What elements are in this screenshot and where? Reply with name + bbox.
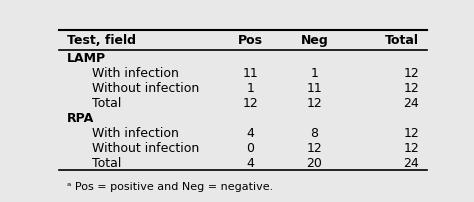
Text: Test, field: Test, field: [66, 34, 136, 47]
Text: 11: 11: [242, 67, 258, 80]
Text: With infection: With infection: [92, 67, 179, 80]
Text: Total: Total: [92, 97, 122, 109]
Text: With infection: With infection: [92, 126, 179, 139]
Text: 12: 12: [307, 141, 322, 154]
Text: 4: 4: [246, 126, 254, 139]
Text: 24: 24: [403, 97, 419, 109]
Text: 12: 12: [307, 97, 322, 109]
Text: 4: 4: [246, 156, 254, 169]
Text: 12: 12: [403, 82, 419, 95]
Text: 11: 11: [307, 82, 322, 95]
Text: Pos: Pos: [238, 34, 263, 47]
Text: RPA: RPA: [66, 112, 94, 124]
Text: 12: 12: [403, 67, 419, 80]
Text: 12: 12: [403, 141, 419, 154]
Text: Neg: Neg: [301, 34, 328, 47]
Text: 12: 12: [403, 126, 419, 139]
Text: 20: 20: [307, 156, 322, 169]
Text: 1: 1: [246, 82, 254, 95]
Text: 1: 1: [310, 67, 319, 80]
Text: Total: Total: [385, 34, 419, 47]
Text: ᵃ Pos = positive and Neg = negative.: ᵃ Pos = positive and Neg = negative.: [66, 181, 273, 191]
Text: LAMP: LAMP: [66, 52, 106, 65]
Text: 24: 24: [403, 156, 419, 169]
Text: 12: 12: [242, 97, 258, 109]
Text: Without infection: Without infection: [92, 82, 200, 95]
Text: Total: Total: [92, 156, 122, 169]
Text: 8: 8: [310, 126, 319, 139]
Text: 0: 0: [246, 141, 254, 154]
Text: Without infection: Without infection: [92, 141, 200, 154]
